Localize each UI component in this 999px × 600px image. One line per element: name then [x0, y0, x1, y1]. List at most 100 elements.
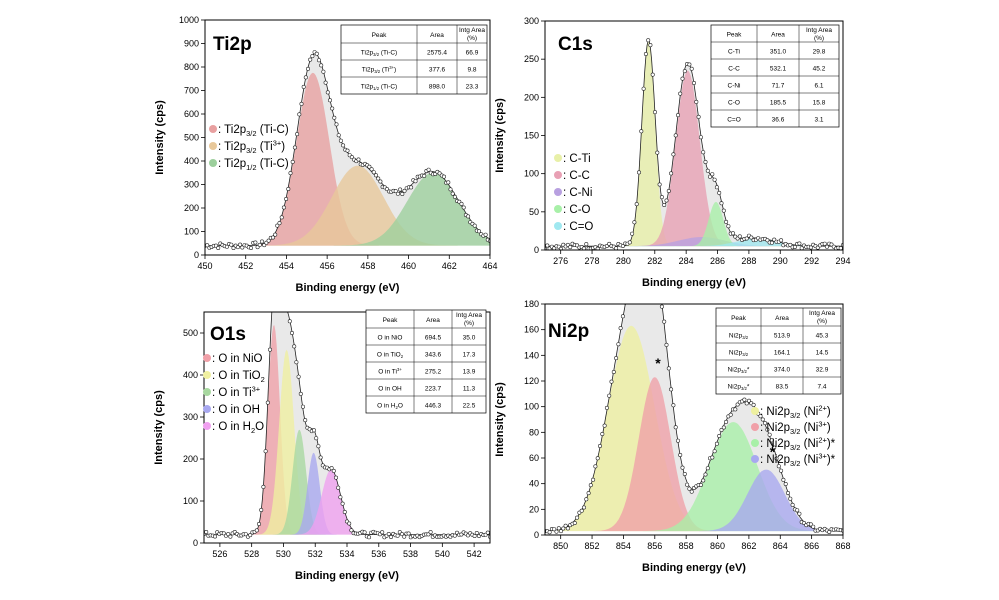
data-point	[308, 57, 313, 62]
data-point	[687, 62, 692, 67]
data-point	[373, 173, 378, 178]
table-cell: 35.0	[463, 335, 476, 342]
data-point	[666, 189, 671, 194]
y-tick-label: 0	[534, 530, 539, 540]
table-cell: C-Ni	[728, 83, 741, 90]
data-point	[226, 532, 231, 537]
legend-swatch	[209, 159, 217, 167]
y-tick-label: 800	[184, 62, 199, 72]
legend-entry: : C-C	[563, 170, 590, 182]
data-point	[595, 246, 600, 250]
data-point	[751, 402, 756, 407]
data-point	[330, 106, 335, 111]
data-point	[582, 246, 586, 250]
y-axis-label: Intensity (cps)	[154, 100, 166, 175]
x-tick-label: 276	[553, 256, 568, 266]
x-tick-label: 854	[616, 541, 631, 551]
data-point	[680, 76, 685, 81]
data-point	[788, 496, 793, 501]
table-cell: 15.8	[813, 100, 826, 107]
x-tick-label: 284	[679, 256, 694, 266]
legend-swatch	[554, 222, 562, 230]
data-point	[267, 347, 272, 352]
y-tick-label: 100	[524, 169, 539, 179]
data-point	[669, 171, 674, 176]
table-header: Intg Area	[456, 312, 482, 319]
x-tick-label: 460	[401, 261, 416, 271]
x-tick-label: 278	[585, 256, 600, 266]
x-tick-label: 280	[616, 256, 631, 266]
data-point	[287, 319, 292, 324]
data-point	[678, 91, 683, 96]
data-point	[656, 267, 659, 270]
table-cell: 513.9	[774, 333, 791, 340]
data-point	[792, 245, 797, 250]
table-cell: 29.8	[813, 49, 826, 56]
data-point	[721, 425, 726, 430]
legend-entry: : Ni2p3/2​ (Ni2+​)*	[760, 436, 836, 452]
axes-frame	[544, 303, 844, 536]
data-point	[682, 471, 687, 476]
data-point	[295, 132, 300, 137]
x-tick-label: 860	[710, 541, 725, 551]
table-cell: 351.0	[770, 49, 787, 56]
table-header: (%)	[817, 318, 827, 325]
x-tick-label: 850	[553, 541, 568, 551]
data-point	[290, 159, 295, 164]
y-tick-label: 60	[529, 453, 539, 463]
data-point	[428, 530, 433, 535]
data-point	[808, 522, 813, 527]
table-cell: 23.3	[466, 84, 479, 91]
data-point	[297, 112, 302, 117]
data-point	[303, 75, 308, 80]
y-tick-label: 1000	[179, 15, 199, 25]
data-point	[238, 242, 243, 247]
data-point	[316, 58, 321, 63]
legend-entry: : C-Ti	[563, 153, 591, 165]
y-tick-label: 600	[184, 109, 199, 119]
data-point	[281, 205, 286, 210]
data-point	[224, 244, 229, 249]
data-point	[366, 535, 371, 540]
data-point	[696, 114, 701, 119]
data-point	[452, 194, 457, 199]
data-point	[591, 477, 596, 482]
y-tick-label: 400	[183, 370, 198, 380]
data-point	[774, 456, 779, 461]
data-point	[545, 243, 550, 248]
plot-area	[545, 267, 843, 535]
data-point	[703, 472, 708, 477]
data-point	[362, 530, 367, 535]
table-header: Intg Area	[806, 27, 832, 34]
legend-entry: : C-O	[563, 204, 591, 216]
y-tick-label: 500	[183, 328, 198, 338]
data-point	[284, 197, 289, 202]
data-point	[476, 229, 481, 234]
data-point	[292, 344, 297, 349]
data-point	[698, 135, 703, 140]
data-point	[758, 414, 763, 419]
legend-entry: : O in OH	[212, 404, 260, 416]
table-header: Area	[771, 32, 785, 39]
data-point	[616, 342, 621, 347]
data-point	[737, 234, 742, 239]
data-point	[369, 167, 374, 172]
data-point	[678, 452, 683, 457]
data-point	[275, 223, 280, 228]
data-point	[321, 69, 326, 74]
table-cell: 898.0	[429, 84, 446, 91]
data-point	[636, 170, 641, 175]
y-tick-label: 50	[529, 207, 539, 217]
y-tick-label: 150	[524, 131, 539, 141]
x-tick-label: 450	[197, 261, 212, 271]
data-point	[323, 80, 328, 85]
table-cell: Ni2p3/2​	[729, 333, 749, 341]
x-tick-label: 858	[679, 541, 694, 551]
table-cell: 275.2	[425, 369, 442, 376]
data-point	[630, 231, 635, 236]
data-point	[785, 490, 790, 495]
data-point	[669, 387, 674, 392]
peak-2	[545, 70, 843, 247]
table-header: Peak	[383, 317, 399, 324]
table-cell: 11.3	[463, 386, 476, 393]
